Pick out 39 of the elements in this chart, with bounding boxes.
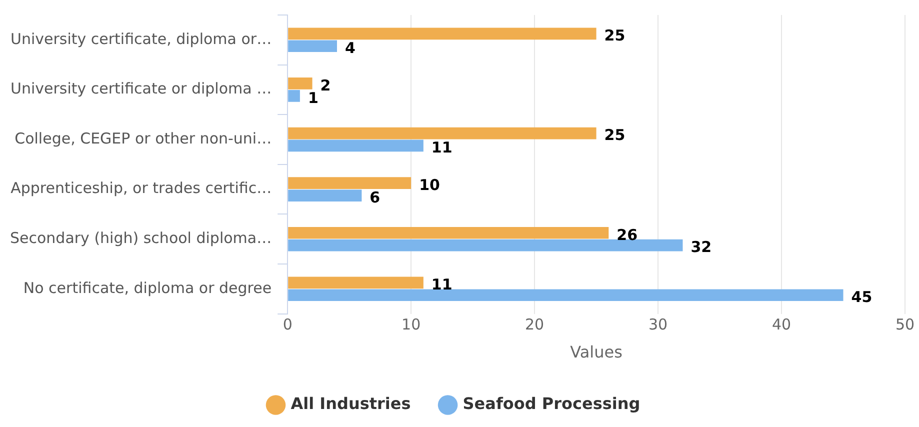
- x-axis-title: Values: [570, 342, 622, 362]
- data-label: 25: [604, 126, 626, 144]
- x-tick-label: 0: [282, 316, 292, 334]
- bar: [288, 40, 337, 52]
- legend-label: All Industries: [290, 394, 411, 414]
- data-label: 4: [344, 39, 356, 58]
- data-label: 26: [616, 226, 638, 244]
- x-tick-label: 50: [895, 316, 915, 334]
- bar: [288, 127, 596, 140]
- x-tick-label: 30: [648, 316, 668, 334]
- data-label: 2: [320, 76, 331, 94]
- data-label: 1: [308, 88, 318, 107]
- y-tick-label: College, CEGEP or other non-uni…: [14, 129, 272, 148]
- bar: [288, 78, 312, 90]
- y-tick-label: University certificate, diploma or…: [10, 30, 272, 48]
- data-label: 45: [851, 288, 872, 306]
- data-label: 6: [370, 188, 380, 206]
- bar: [288, 239, 683, 252]
- bar: [288, 276, 424, 289]
- legend-label: Seafood Processing: [462, 394, 640, 414]
- y-tick-label: Apprenticeship, or trades certific…: [10, 179, 272, 198]
- y-tick-label: University certificate or diploma …: [10, 80, 272, 98]
- bar: [288, 140, 424, 152]
- bar: [288, 90, 300, 102]
- bar: [288, 177, 412, 189]
- x-tick-label: 10: [402, 316, 421, 334]
- data-label: 25: [604, 26, 626, 45]
- bar: [288, 28, 596, 40]
- x-tick-label: 40: [772, 316, 792, 334]
- data-label: 11: [431, 276, 452, 294]
- data-label: 32: [690, 238, 712, 256]
- bar: [288, 190, 362, 202]
- y-tick-label: Secondary (high) school diploma…: [10, 228, 272, 247]
- bar: [288, 289, 844, 302]
- data-label: 10: [419, 176, 440, 194]
- x-tick-label: 20: [525, 316, 544, 334]
- y-tick-label: No certificate, diploma or degree: [23, 278, 272, 297]
- data-label: 11: [431, 138, 452, 157]
- bar: [288, 226, 609, 239]
